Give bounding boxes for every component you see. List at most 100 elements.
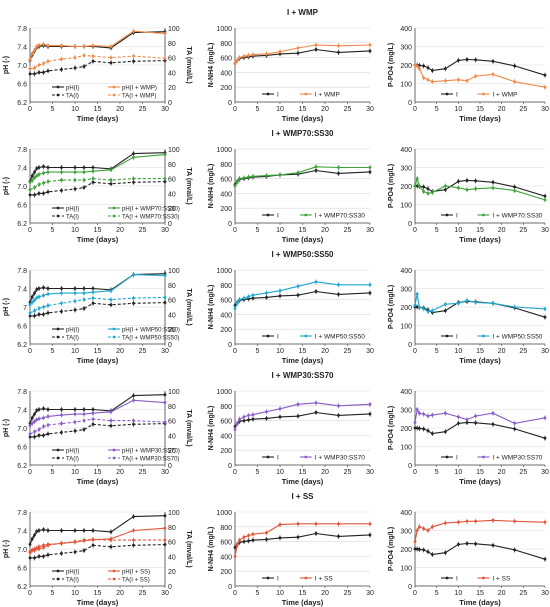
data-point xyxy=(132,394,135,398)
x-axis-title: Time (days) xyxy=(77,598,119,607)
legend-label: I + WMP30:SS70 xyxy=(315,455,365,462)
y-tick-label: 600 xyxy=(220,177,232,184)
series-line xyxy=(30,544,166,559)
data-point xyxy=(430,191,434,194)
x-tick-label: 0 xyxy=(413,590,417,597)
x-axis-title: Time (days) xyxy=(77,235,119,244)
data-point xyxy=(415,426,419,430)
legend-label: TA(I + WMP30:SS70) xyxy=(122,457,179,463)
x-tick-label: 25 xyxy=(139,106,147,113)
data-point xyxy=(278,536,282,540)
data-point xyxy=(109,410,113,414)
x-tick-label: 20 xyxy=(321,469,329,476)
data-point xyxy=(73,170,77,174)
y-tick-label: 800 xyxy=(220,41,232,48)
data-point xyxy=(60,408,63,411)
data-point xyxy=(314,169,318,172)
data-point xyxy=(37,428,41,431)
y-tick-label: 300 xyxy=(400,408,412,415)
x-tick-label: 0 xyxy=(233,469,237,476)
data-point xyxy=(82,307,86,310)
x-tick-label: 30 xyxy=(161,348,169,355)
x-tick-label: 15 xyxy=(94,469,102,476)
data-point xyxy=(46,166,50,169)
x-tick-label: 30 xyxy=(161,469,169,476)
data-point xyxy=(456,78,460,82)
data-point xyxy=(60,287,63,290)
data-point xyxy=(132,152,135,156)
legend-label: I + WMP xyxy=(315,92,340,99)
legend-marker xyxy=(112,206,116,210)
x-tick-label: 10 xyxy=(454,227,462,234)
legend-marker xyxy=(112,85,116,89)
data-point xyxy=(426,310,430,314)
legend: pH(I) TA(I) pH(I + WMP70:SS30) TA(I + WMP70… xyxy=(52,207,180,221)
data-point xyxy=(465,188,469,192)
chart-panel-r0c1: 0 200 400 600 800 1000 0 5 10 15 20 25 30 Time (days)… xyxy=(208,8,374,123)
data-point xyxy=(30,174,34,178)
data-point xyxy=(163,180,167,183)
data-point xyxy=(46,408,50,411)
data-point xyxy=(33,430,36,434)
y-axis-title: N-NH4 (mg/L) xyxy=(208,527,215,572)
legend-label: I + WMP70:SS30 xyxy=(492,213,542,220)
x-tick-label: 5 xyxy=(256,590,260,597)
x-tick-label: 25 xyxy=(519,348,527,355)
x-tick-label: 25 xyxy=(519,469,527,476)
x-tick-label: 30 xyxy=(541,348,549,355)
data-point xyxy=(73,178,77,182)
y-tick-label: 400 xyxy=(220,191,232,198)
data-point xyxy=(242,176,246,180)
x-tick-label: 25 xyxy=(139,469,147,476)
data-point xyxy=(513,64,517,68)
x-axis-title: Time (days) xyxy=(459,356,501,365)
data-point xyxy=(251,538,255,542)
data-point xyxy=(91,411,95,415)
data-point xyxy=(513,421,517,425)
data-point xyxy=(42,434,45,437)
data-point xyxy=(314,280,318,284)
data-point xyxy=(465,418,469,422)
y-tick-label: 200 xyxy=(220,206,232,213)
data-point xyxy=(42,165,45,168)
x-tick-label: 0 xyxy=(233,106,237,113)
y-tick-label: 200 xyxy=(220,85,232,92)
data-point xyxy=(422,548,426,552)
series-line xyxy=(234,48,371,64)
legend: I I + SS xyxy=(262,576,333,583)
data-point xyxy=(73,291,77,295)
x-tick-label: 5 xyxy=(435,227,439,234)
data-point xyxy=(296,535,300,539)
legend-label: pH(I + WMP70:SS30) xyxy=(122,207,180,213)
legend: I I + WMP30:SS70 xyxy=(262,455,365,462)
data-point xyxy=(42,286,45,289)
series-line xyxy=(414,64,546,88)
data-point xyxy=(426,187,430,191)
y2-axis-title: TA (mval/L) xyxy=(185,409,192,446)
series-line xyxy=(29,418,166,435)
legend-marker xyxy=(56,206,60,210)
data-point xyxy=(543,557,547,561)
legend-label: I xyxy=(277,455,279,462)
legend-marker xyxy=(304,455,308,459)
y-tick-label: 300 xyxy=(400,45,412,52)
x-tick-label: 10 xyxy=(71,106,79,113)
data-point xyxy=(163,514,167,518)
data-point xyxy=(491,59,495,63)
data-point xyxy=(543,307,547,311)
x-tick-label: 20 xyxy=(116,227,124,234)
y2-tick-label: 20 xyxy=(168,85,176,92)
data-point xyxy=(132,515,135,519)
series-line xyxy=(414,176,546,201)
data-point xyxy=(242,540,246,543)
y-tick-label: 200 xyxy=(400,547,412,554)
y-tick-label: 6.2 xyxy=(17,342,27,349)
data-point xyxy=(491,411,495,415)
x-axis-title: Time (days) xyxy=(282,114,324,123)
data-point xyxy=(60,57,63,61)
data-point xyxy=(163,177,167,181)
legend: I I + WMP xyxy=(441,92,518,99)
legend-marker xyxy=(112,456,116,460)
x-axis-title: Time (days) xyxy=(459,235,501,244)
data-point xyxy=(337,51,340,54)
